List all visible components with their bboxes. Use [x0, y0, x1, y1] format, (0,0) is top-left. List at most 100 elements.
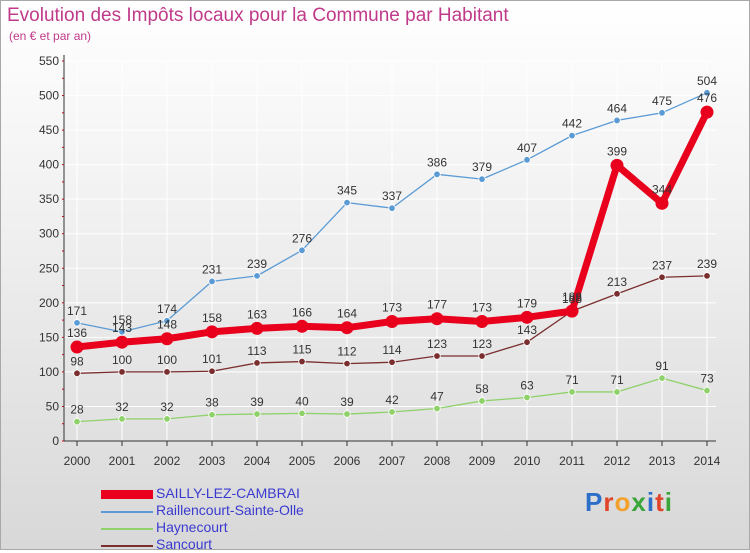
data-label: 148 [157, 318, 177, 332]
data-label: 71 [565, 373, 579, 387]
data-label: 188 [562, 292, 582, 306]
data-label: 143 [112, 321, 132, 335]
series-point [163, 368, 171, 376]
series-point [478, 352, 486, 360]
logo-letter: r [603, 487, 615, 517]
axis-layer: 0 50 100 150 200 250 300 350 400 450 500 550 2000 200… [39, 54, 721, 468]
x-tick-label: 2013 [649, 454, 676, 468]
series-point [478, 397, 486, 405]
y-tick-label: 250 [39, 261, 59, 275]
legend-swatch [101, 511, 153, 513]
series-point [610, 158, 624, 172]
data-label: 239 [247, 257, 267, 271]
data-label: 386 [427, 155, 447, 169]
data-label: 337 [382, 189, 402, 203]
series-point [253, 272, 261, 280]
series-point [163, 317, 171, 325]
data-label: 239 [697, 257, 717, 271]
data-label: 100 [112, 353, 132, 367]
data-label: 177 [427, 298, 447, 312]
data-label: 71 [610, 373, 624, 387]
series-point [73, 417, 81, 426]
legend-label: Raillencourt-Sainte-Olle [156, 502, 304, 518]
series-point [703, 386, 711, 395]
x-tick-label: 2002 [154, 454, 181, 468]
series-point [298, 409, 306, 418]
series-point [613, 116, 621, 125]
series-point [343, 410, 351, 418]
series-point [658, 109, 666, 117]
series-point [343, 198, 351, 207]
series-point [613, 290, 621, 298]
data-label: 114 [382, 343, 401, 357]
data-label: 47 [430, 390, 444, 404]
data-label-layer: 171 158 174 231 239 276 345 337 386 379 407 442 464 4… [67, 74, 717, 417]
x-tick-label: 2006 [334, 454, 361, 468]
series-point [388, 204, 396, 212]
data-label: 166 [292, 305, 312, 319]
series-point [568, 131, 576, 140]
x-tick-label: 2003 [199, 454, 226, 468]
x-tick-label: 2009 [469, 454, 496, 468]
data-label: 101 [202, 352, 222, 366]
series-point [208, 277, 216, 286]
series-point [70, 340, 84, 354]
series-point [658, 374, 666, 382]
series-point [343, 359, 351, 368]
series-point [73, 319, 81, 327]
data-label: 158 [202, 311, 222, 325]
series-point [703, 89, 711, 97]
data-label: 173 [382, 300, 402, 314]
series-point [520, 310, 534, 324]
data-label: 143 [517, 323, 537, 337]
y-tick-label: 500 [39, 89, 59, 103]
series-point [160, 332, 174, 346]
data-label: 123 [472, 337, 492, 351]
series-point [523, 156, 531, 164]
x-tick-label: 2004 [244, 454, 271, 468]
series-point [118, 368, 126, 376]
series-point [433, 170, 441, 179]
series-layer [70, 89, 714, 426]
x-tick-label: 2005 [289, 454, 316, 468]
series-point [340, 321, 354, 335]
series-point [73, 369, 81, 377]
series-point [523, 393, 531, 402]
data-label: 32 [160, 400, 174, 414]
data-label: 164 [337, 307, 357, 321]
series-point [433, 352, 441, 360]
data-label: 91 [655, 359, 669, 373]
y-tick-label: 300 [39, 227, 59, 241]
series-point [163, 415, 171, 423]
series-point [478, 175, 486, 183]
data-label: 475 [652, 94, 672, 108]
legend-swatch [101, 490, 153, 499]
data-label: 73 [700, 372, 714, 386]
series-point [388, 408, 396, 416]
data-label: 174 [157, 302, 177, 316]
y-tick-label: 350 [39, 192, 59, 206]
series-point [298, 246, 306, 255]
logo-letter: P [585, 487, 604, 517]
data-label: 407 [517, 141, 537, 155]
data-label: 115 [292, 343, 311, 357]
legend-label: SAILLY-LEZ-CAMBRAI [156, 485, 300, 501]
series-point [475, 314, 489, 328]
series-point [298, 357, 306, 366]
data-label: 344 [652, 182, 672, 196]
series-point [118, 415, 126, 423]
y-tick-label: 450 [39, 123, 59, 137]
logo-letter: x [631, 487, 647, 517]
data-label: 28 [70, 403, 84, 417]
x-tick-label: 2007 [379, 454, 406, 468]
data-label: 504 [697, 74, 717, 88]
data-label: 113 [247, 344, 266, 358]
data-label: 32 [115, 400, 129, 414]
logo-letter: t [655, 487, 665, 517]
data-label: 112 [337, 345, 356, 359]
y-tick-label: 50 [46, 399, 60, 413]
legend-label: Sancourt [156, 536, 213, 552]
chart-title: Evolution des Impôts locaux pour la Comm… [7, 5, 509, 26]
data-label: 38 [205, 396, 219, 410]
